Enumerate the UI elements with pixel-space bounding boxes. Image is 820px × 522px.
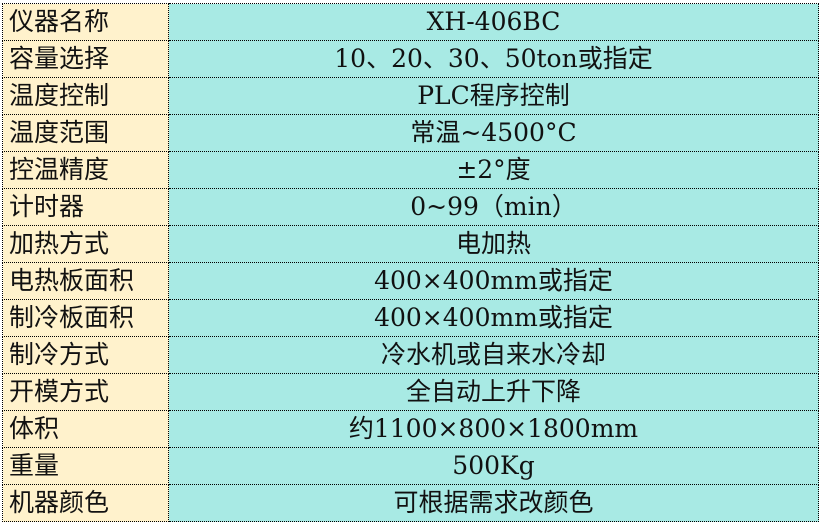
- spec-label-cell[interactable]: 重量: [2, 447, 169, 485]
- table-row: 重量 500Kg: [2, 447, 819, 485]
- spec-value-cell[interactable]: 10、20、30、50ton或指定: [168, 40, 819, 78]
- table-row: 加热方式 电加热: [2, 225, 819, 263]
- spec-label-cell[interactable]: 加热方式: [2, 225, 169, 263]
- spec-label-cell[interactable]: 开模方式: [2, 373, 169, 411]
- spec-value-cell[interactable]: 常温~4500°C: [168, 114, 819, 152]
- spec-value-cell[interactable]: 全自动上升下降: [168, 373, 819, 411]
- table-row: 计时器 0~99（min）: [2, 188, 819, 226]
- table-row: 开模方式 全自动上升下降: [2, 373, 819, 411]
- spec-value-cell[interactable]: 冷水机或自来水冷却: [168, 336, 819, 374]
- table-row: 容量选择 10、20、30、50ton或指定: [2, 40, 819, 78]
- spec-label-cell[interactable]: 制冷方式: [2, 336, 169, 374]
- spec-label-cell[interactable]: 机器颜色: [2, 484, 169, 522]
- spec-value-cell[interactable]: 400×400mm或指定: [168, 262, 819, 300]
- spec-label-cell[interactable]: 温度控制: [2, 77, 169, 115]
- spec-label-cell[interactable]: 电热板面积: [2, 262, 169, 300]
- table-row: 控温精度 ±2°度: [2, 151, 819, 189]
- table-row: 制冷方式 冷水机或自来水冷却: [2, 336, 819, 374]
- spec-table: 仪器名称 XH-406BC 容量选择 10、20、30、50ton或指定 温度控制 PLC…: [2, 3, 819, 522]
- spec-label-cell[interactable]: 体积: [2, 410, 169, 448]
- spec-value-cell[interactable]: 0~99（min）: [168, 188, 819, 226]
- table-row: 温度控制 PLC程序控制: [2, 77, 819, 115]
- table-row: 电热板面积 400×400mm或指定: [2, 262, 819, 300]
- spec-value-cell[interactable]: 电加热: [168, 225, 819, 263]
- table-row: 机器颜色 可根据需求改颜色: [2, 484, 819, 522]
- table-row: 仪器名称 XH-406BC: [2, 3, 819, 41]
- spec-label-cell[interactable]: 容量选择: [2, 40, 169, 78]
- table-row: 体积 约1100×800×1800mm: [2, 410, 819, 448]
- spec-value-cell[interactable]: ±2°度: [168, 151, 819, 189]
- spec-label-cell[interactable]: 仪器名称: [2, 3, 169, 41]
- spec-value-cell[interactable]: PLC程序控制: [168, 77, 819, 115]
- spec-label-cell[interactable]: 制冷板面积: [2, 299, 169, 337]
- table-row: 制冷板面积 400×400mm或指定: [2, 299, 819, 337]
- spec-value-cell[interactable]: 约1100×800×1800mm: [168, 410, 819, 448]
- table-row: 温度范围 常温~4500°C: [2, 114, 819, 152]
- spec-value-cell[interactable]: XH-406BC: [168, 3, 819, 41]
- spec-value-cell[interactable]: 可根据需求改颜色: [168, 484, 819, 522]
- spec-label-cell[interactable]: 计时器: [2, 188, 169, 226]
- spec-value-cell[interactable]: 400×400mm或指定: [168, 299, 819, 337]
- spec-label-cell[interactable]: 控温精度: [2, 151, 169, 189]
- spec-value-cell[interactable]: 500Kg: [168, 447, 819, 485]
- spec-label-cell[interactable]: 温度范围: [2, 114, 169, 152]
